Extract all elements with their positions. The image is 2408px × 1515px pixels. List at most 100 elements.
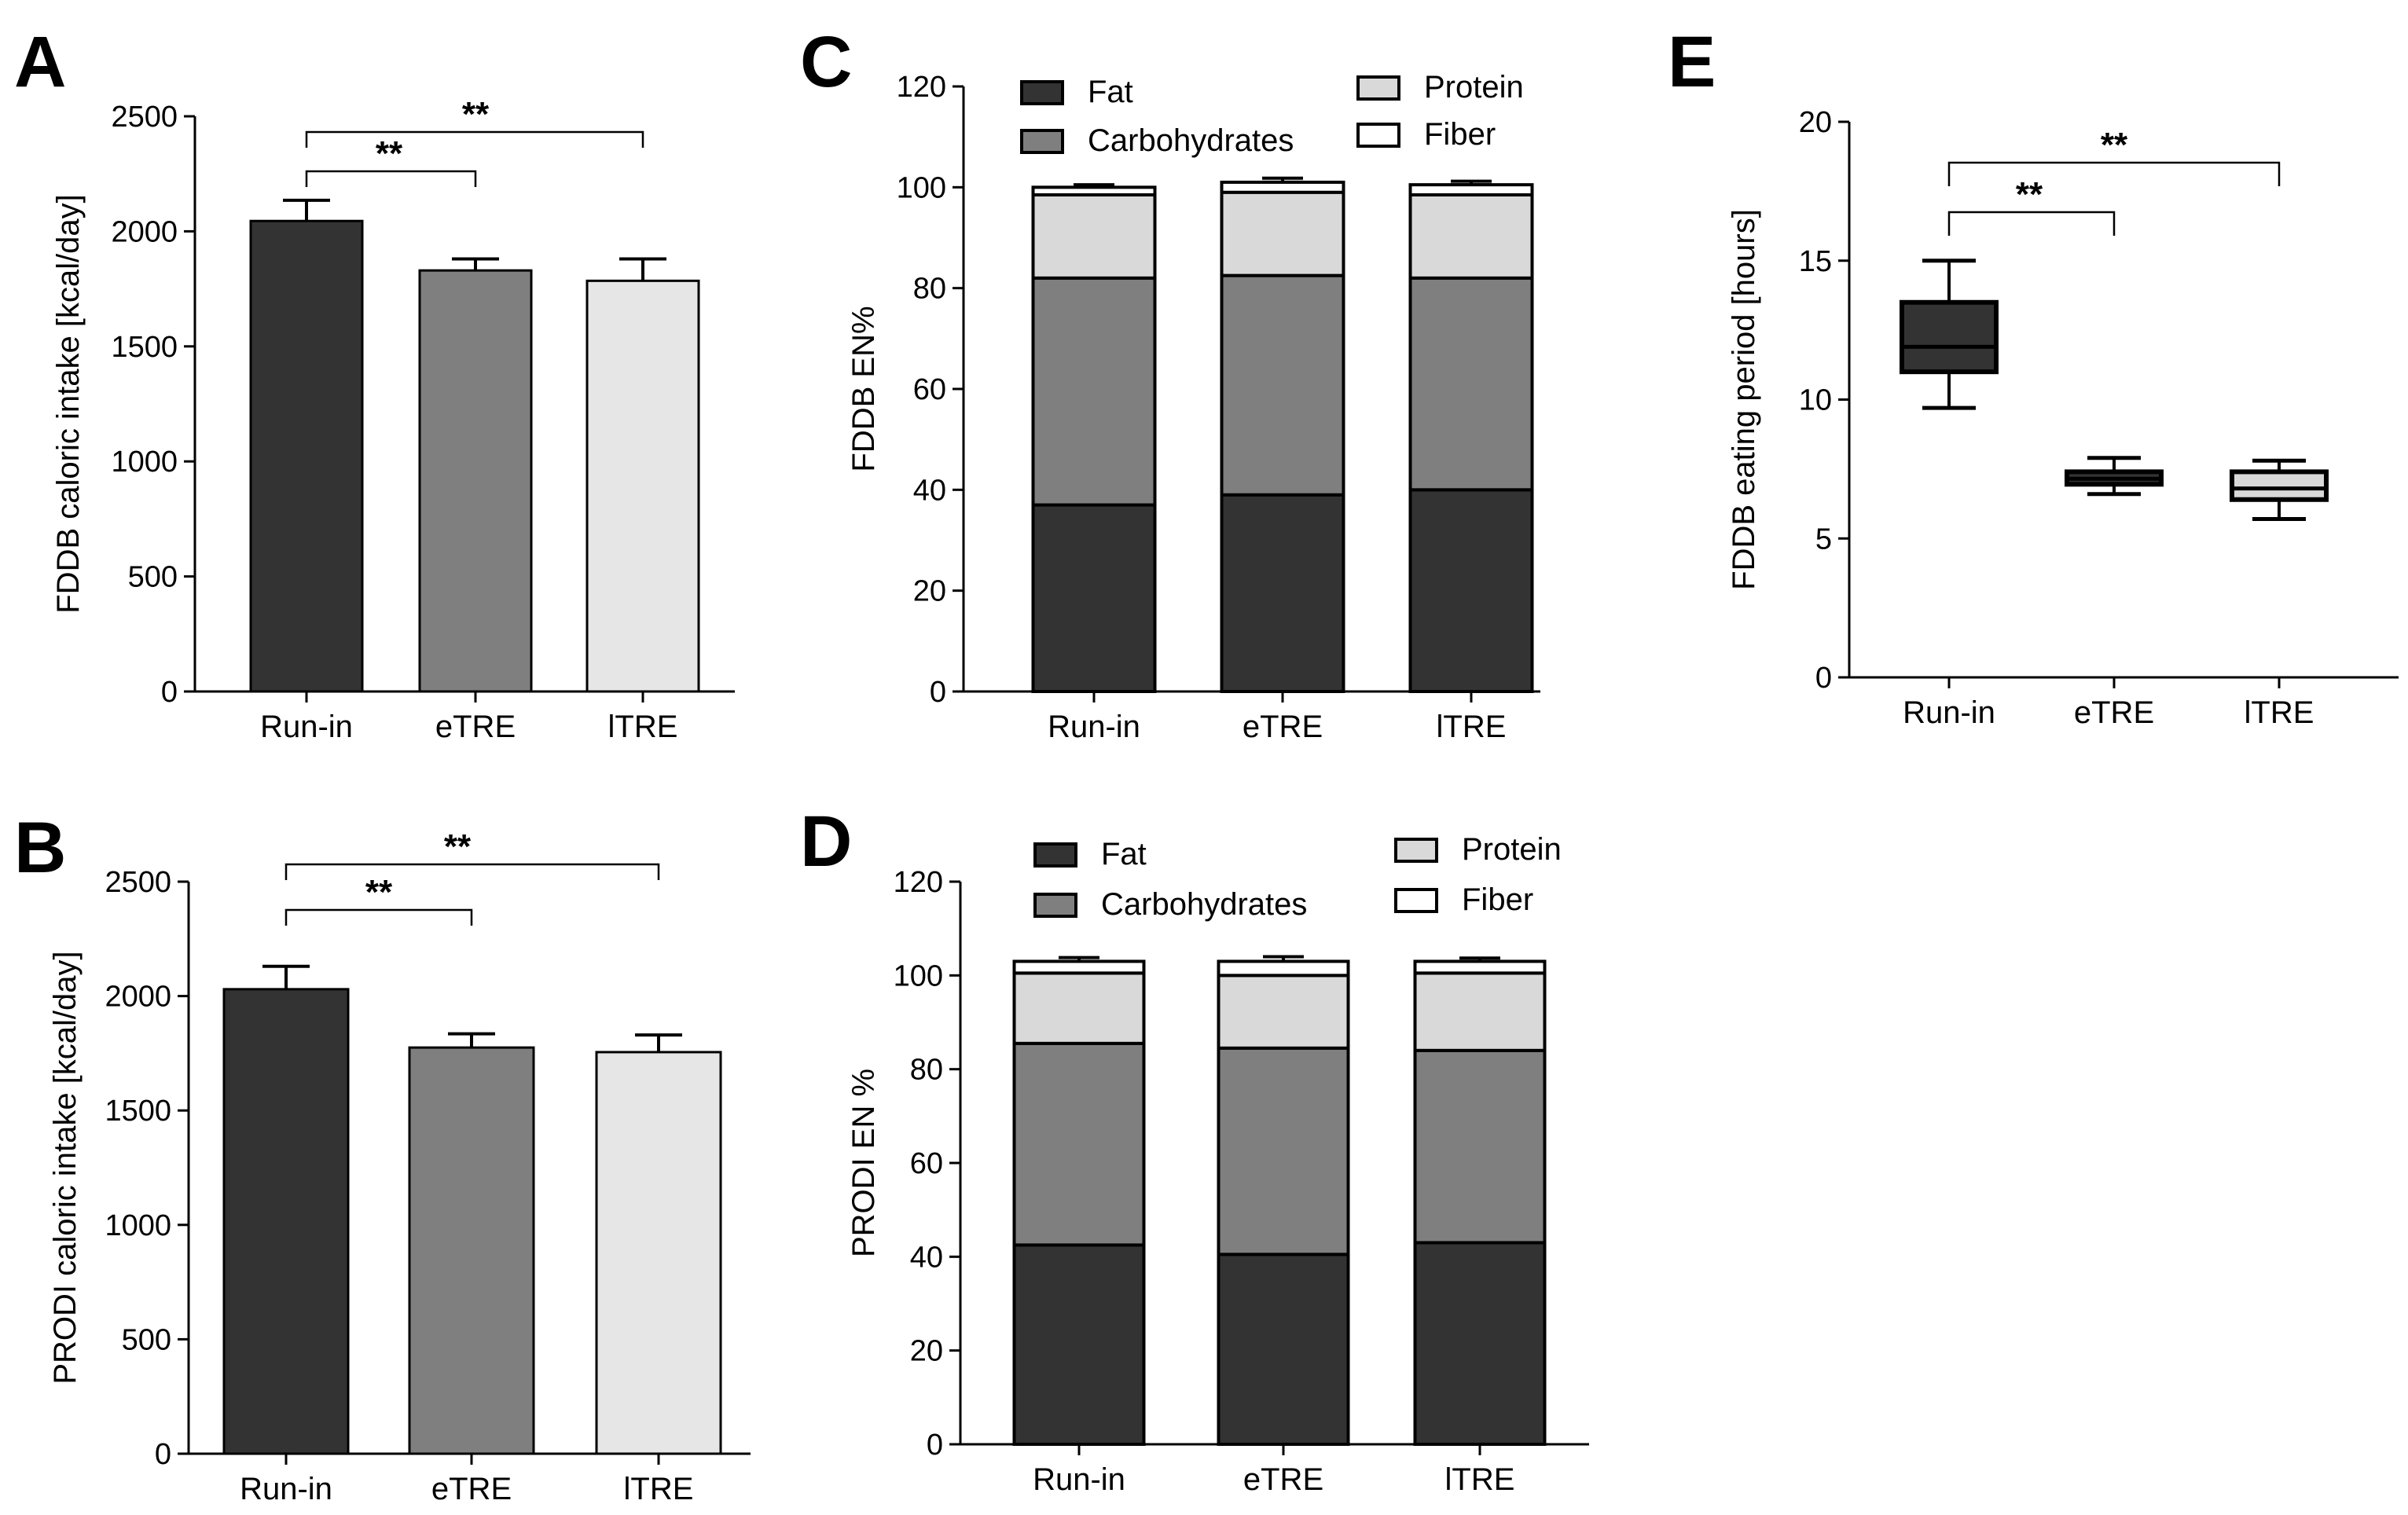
chart-a-significance-label: ** [462, 95, 490, 134]
chart-d-legend-swatch-fat [1033, 842, 1077, 868]
chart-a-y-tick-label: 2500 [111, 101, 178, 134]
chart-d-segment-fiber-run-in [1012, 959, 1146, 975]
chart-c-segment-fat-run-in [1031, 503, 1157, 693]
chart-a-fddb-caloric-intake: 0 500 1000 1500 2000 2500 Run-in eTRE lTRE FDDB c… [51, 95, 735, 744]
chart-d-segment-fat-ltre [1413, 1241, 1547, 1447]
chart-d-segment-protein-etre [1217, 974, 1350, 1050]
chart-b-y-tick-label: 1000 [105, 1209, 171, 1242]
chart-a-y-tick-label: 1500 [111, 331, 178, 364]
chart-b-significance-bracket [284, 863, 660, 880]
chart-e-y-tick-label: 0 [1815, 662, 1832, 695]
chart-b-y-tick-label: 0 [155, 1438, 171, 1471]
chart-d-y-tick-label: 40 [910, 1241, 943, 1274]
chart-c-y-tick-label: 100 [897, 171, 946, 204]
chart-d-segment-fat-etre [1217, 1253, 1350, 1446]
chart-c-x-category-run-in: Run-in [1048, 710, 1140, 744]
chart-c-y-tick-label: 40 [913, 474, 946, 507]
chart-b-significance-label: ** [365, 873, 393, 912]
chart-c-segment-carbohydrates-etre [1220, 273, 1345, 497]
chart-d-y-tick-label: 60 [910, 1147, 943, 1180]
chart-c-segment-fat-etre [1220, 493, 1345, 693]
chart-e-significance-label: ** [2101, 126, 2128, 164]
chart-d-legend-label-fat: Fat [1101, 837, 1147, 871]
chart-b-significance-label: ** [444, 827, 472, 866]
chart-d-y-tick-label: 100 [894, 959, 943, 992]
chart-d-legend-label-carbohydrates: Carbohydrates [1101, 887, 1307, 922]
chart-d-segment-carbohydrates-ltre [1413, 1048, 1547, 1245]
chart-b-y-axis-title: PRODI caloric intake [kcal/day] [48, 951, 83, 1384]
chart-d-legend-label-fiber: Fiber [1462, 882, 1533, 917]
chart-b-bar-etre [408, 1046, 535, 1455]
chart-a-y-tick-label: 500 [128, 561, 178, 594]
chart-e-y-tick-label: 5 [1815, 523, 1832, 556]
chart-c-x-category-etre: eTRE [1243, 710, 1323, 744]
chart-d-segment-protein-run-in [1012, 971, 1146, 1045]
chart-c-legend-swatch-fat [1020, 80, 1064, 105]
chart-e-y-axis-title: FDDB eating period [hours] [1727, 209, 1761, 590]
chart-d-legend-label-protein: Protein [1462, 832, 1562, 867]
chart-a-bar-ltre [585, 279, 700, 693]
chart-d-x-category-run-in: Run-in [1033, 1462, 1125, 1497]
chart-a-x-category-run-in: Run-in [260, 710, 353, 744]
chart-e-y-tick-label: 10 [1799, 384, 1832, 417]
chart-a-significance-bracket [305, 130, 644, 148]
chart-b-bar-run-in [222, 988, 350, 1455]
chart-a-significance-bracket [305, 170, 477, 187]
chart-e-x-category-etre: eTRE [2074, 695, 2154, 730]
chart-a-bar-run-in [249, 219, 364, 693]
chart-e-x-category-run-in: Run-in [1903, 695, 1995, 730]
chart-c-legend-swatch-protein [1356, 75, 1400, 101]
chart-c-legend-label-protein: Protein [1424, 70, 1524, 105]
chart-c-y-tick-label: 80 [913, 273, 946, 306]
chart-d-x-category-etre: eTRE [1243, 1462, 1323, 1497]
chart-b-y-tick-label: 2500 [105, 866, 171, 899]
chart-a-y-axis-title: FDDB caloric intake [kcal/day] [51, 194, 86, 614]
chart-d-x-category-ltre: lTRE [1445, 1462, 1515, 1497]
chart-c-segment-fiber-ltre [1408, 183, 1534, 196]
chart-c-y-tick-label: 20 [913, 575, 946, 608]
chart-c-y-tick-label: 0 [930, 676, 946, 709]
chart-c-y-tick-label: 120 [897, 71, 946, 104]
panel-label-a: A [14, 22, 66, 102]
chart-e-y-tick-label: 20 [1799, 106, 1832, 139]
chart-c-segment-carbohydrates-run-in [1031, 276, 1157, 507]
panel-label-e: E [1668, 22, 1716, 102]
chart-b-y-tick-label: 1500 [105, 1095, 171, 1128]
panel-label-c: C [800, 22, 852, 102]
chart-a-y-tick-label: 1000 [111, 446, 178, 479]
chart-c-legend-label-fat: Fat [1088, 75, 1133, 109]
chart-d-segment-carbohydrates-etre [1217, 1046, 1350, 1256]
chart-e-significance-bracket [1947, 211, 2116, 236]
panel-label-b: B [14, 808, 66, 888]
chart-e-y-tick-label: 15 [1799, 245, 1832, 278]
chart-d-segment-carbohydrates-run-in [1012, 1041, 1146, 1247]
chart-c-segment-protein-run-in [1031, 193, 1157, 280]
chart-c-segment-fiber-etre [1220, 180, 1345, 194]
chart-e-x-category-ltre: lTRE [2245, 695, 2314, 730]
chart-d-y-tick-label: 120 [894, 866, 943, 899]
chart-b-x-category-ltre: lTRE [624, 1472, 694, 1506]
chart-d-y-tick-label: 20 [910, 1335, 943, 1368]
chart-b-y-tick-label: 2000 [105, 981, 171, 1014]
chart-c-segment-carbohydrates-ltre [1408, 276, 1534, 492]
chart-d-segment-protein-ltre [1413, 971, 1547, 1052]
chart-b-y-tick-label: 500 [122, 1323, 171, 1356]
chart-c-legend-swatch-carbohydrates [1020, 129, 1064, 154]
chart-e-fddb-eating-period: 0 5 10 15 20 Run-in eTRE lTRE FDDB eating period… [1727, 106, 2399, 730]
chart-a-bar-etre [418, 269, 533, 693]
chart-d-prodi-energy-percent: 0 20 40 60 80 100 120 Run-in eTRE lTRE PRODI EN % F… [846, 832, 1589, 1497]
chart-d-y-tick-label: 0 [927, 1429, 943, 1462]
chart-c-segment-fat-ltre [1408, 488, 1534, 693]
chart-c-y-axis-title: FDDB EN% [846, 306, 881, 471]
chart-c-x-category-ltre: lTRE [1437, 710, 1507, 744]
chart-a-y-tick-label: 0 [161, 676, 178, 709]
chart-b-significance-bracket [284, 908, 473, 926]
chart-c-fddb-energy-percent: 0 20 40 60 80 100 120 Run-in eTRE lTRE FDDB EN% Fat… [846, 70, 1540, 744]
chart-b-x-category-run-in: Run-in [240, 1472, 332, 1506]
chart-c-segment-protein-etre [1220, 190, 1345, 277]
chart-c-legend-swatch-fiber [1356, 123, 1400, 148]
chart-e-significance-label: ** [2016, 175, 2043, 214]
chart-a-x-category-ltre: lTRE [608, 710, 678, 744]
chart-e-box-ltre [2230, 469, 2329, 502]
